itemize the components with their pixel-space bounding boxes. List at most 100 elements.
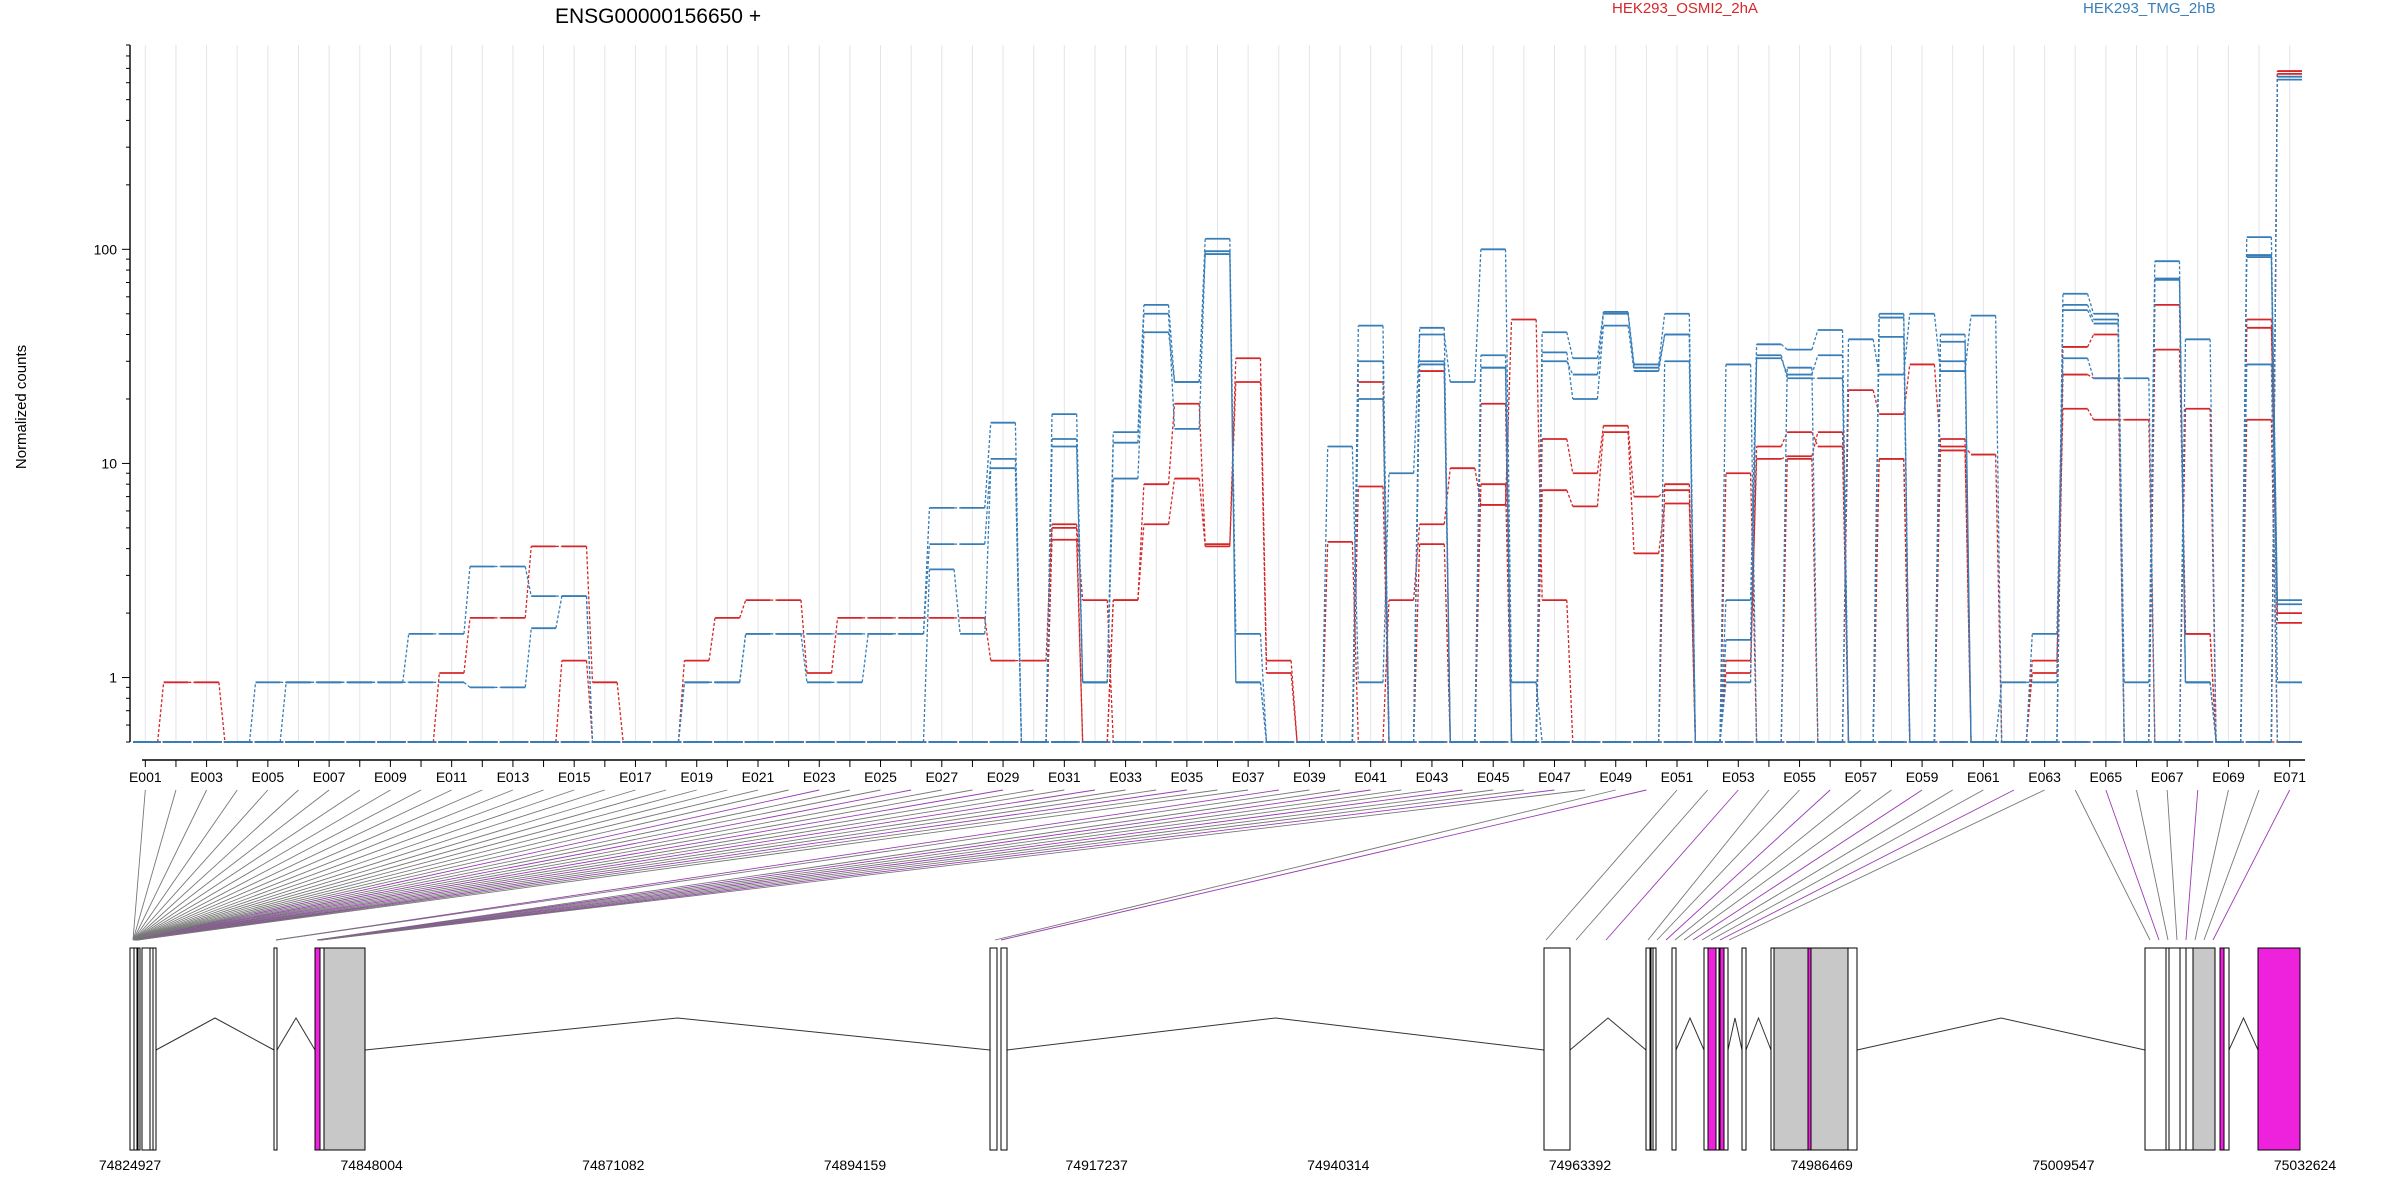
data-connector bbox=[1167, 478, 1176, 525]
exon-box bbox=[2168, 947, 2181, 1151]
exon-connector bbox=[136, 789, 1249, 941]
data-connector bbox=[1137, 524, 1145, 601]
data-connector bbox=[1811, 355, 1819, 375]
x-tick-label: E003 bbox=[190, 769, 223, 785]
exon-box bbox=[2192, 947, 2216, 1151]
exon-connector bbox=[275, 789, 1310, 941]
exon-connector bbox=[135, 789, 912, 941]
data-connector bbox=[1780, 343, 1788, 351]
data-connector bbox=[922, 507, 931, 634]
exon-connector bbox=[136, 789, 1218, 941]
x-tick-label: E017 bbox=[619, 769, 652, 785]
exon-connector bbox=[317, 789, 1371, 941]
data-connector bbox=[922, 569, 931, 743]
data-connector bbox=[2086, 334, 2095, 348]
exon-connector bbox=[136, 789, 1096, 941]
data-connector bbox=[1566, 438, 1574, 474]
data-connector bbox=[861, 633, 869, 683]
data-connector bbox=[2270, 257, 2279, 683]
x-tick-label: E057 bbox=[1844, 769, 1877, 785]
x-tick-label: E045 bbox=[1477, 769, 1510, 785]
data-connector bbox=[1841, 432, 1850, 743]
data-connector bbox=[1045, 524, 1053, 661]
data-connector bbox=[1229, 254, 1237, 683]
data-connector bbox=[1504, 367, 1513, 743]
data-connector bbox=[1596, 325, 1605, 400]
data-connector bbox=[1045, 446, 1053, 743]
data-connector bbox=[402, 633, 410, 683]
exon-connector bbox=[318, 789, 1432, 941]
plot-series bbox=[133, 70, 2302, 743]
x-tick-label: E061 bbox=[1967, 769, 2000, 785]
x-tick-label: E023 bbox=[803, 769, 836, 785]
data-connector bbox=[1749, 355, 1758, 640]
exon-connector bbox=[136, 789, 1126, 941]
intron bbox=[2228, 1016, 2259, 1051]
data-connector bbox=[1382, 398, 1390, 743]
data-connector bbox=[2270, 255, 2279, 605]
data-connector bbox=[1412, 524, 1421, 601]
axes: 1 10 100 E001 E003 E005 E007 E009 E011 E013 E015 E0… bbox=[94, 44, 2306, 785]
data-connector bbox=[677, 682, 686, 743]
x-tick-label: E007 bbox=[313, 769, 346, 785]
exon-box bbox=[1000, 947, 1008, 1151]
data-connector bbox=[1596, 313, 1605, 375]
data-connector bbox=[1075, 524, 1084, 601]
data-connector bbox=[1443, 544, 1451, 743]
data-connector bbox=[1872, 339, 1880, 375]
data-connector bbox=[2178, 279, 2187, 683]
data-connector bbox=[616, 682, 624, 743]
exon-connector bbox=[133, 789, 299, 941]
x-tick-label: E021 bbox=[742, 769, 775, 785]
exon-connector bbox=[2166, 789, 2178, 941]
x-tick-label: E039 bbox=[1293, 769, 1326, 785]
data-connector bbox=[1596, 432, 1605, 507]
exon-connector bbox=[136, 789, 1004, 941]
data-connector bbox=[1566, 600, 1574, 743]
data-connector bbox=[1167, 403, 1176, 485]
x-tick-label: E013 bbox=[497, 769, 530, 785]
y-tick-label: 1 bbox=[109, 670, 117, 686]
data-connector bbox=[1198, 254, 1206, 383]
exon-connector bbox=[1545, 789, 1678, 941]
data-connector bbox=[1412, 364, 1421, 743]
exon-box bbox=[1715, 947, 1720, 1151]
data-connector bbox=[432, 672, 440, 743]
y-axis-label: Normalized counts bbox=[13, 345, 30, 469]
data-connector bbox=[2086, 408, 2095, 421]
data-connector bbox=[1443, 364, 1451, 743]
data-connector bbox=[248, 682, 257, 743]
data-connector bbox=[463, 566, 471, 634]
data-connector bbox=[1964, 450, 1972, 743]
exon-box bbox=[1741, 947, 1747, 1151]
exon-connector bbox=[134, 789, 605, 941]
x-tick-label: E001 bbox=[129, 769, 162, 785]
exon-box bbox=[1719, 947, 1725, 1151]
data-connector bbox=[1167, 304, 1176, 383]
data-connector bbox=[1351, 361, 1360, 743]
data-connector bbox=[1321, 446, 1329, 743]
exon-connector bbox=[1000, 789, 1647, 941]
exon-connector bbox=[134, 789, 575, 941]
data-connector bbox=[2086, 358, 2095, 379]
exon-connector bbox=[994, 789, 1616, 941]
data-connector bbox=[1658, 484, 1666, 743]
data-connector bbox=[1627, 325, 1635, 372]
data-connector bbox=[279, 682, 287, 743]
data-connector bbox=[1137, 484, 1145, 601]
exon-box bbox=[1652, 947, 1657, 1151]
data-connector bbox=[1903, 336, 1911, 743]
exon-connector bbox=[2203, 789, 2260, 941]
exon-connector bbox=[132, 789, 177, 941]
exon-box bbox=[133, 947, 138, 1151]
data-connector bbox=[1535, 361, 1543, 743]
data-connector bbox=[1566, 332, 1574, 359]
data-connector bbox=[1106, 478, 1114, 683]
data-connector bbox=[739, 633, 747, 683]
exon-connector bbox=[134, 789, 636, 941]
exon-box bbox=[323, 947, 366, 1151]
data-connector bbox=[1474, 367, 1482, 743]
exon-connector bbox=[135, 789, 789, 941]
data-connector bbox=[984, 617, 992, 661]
data-connector bbox=[1995, 315, 2003, 743]
